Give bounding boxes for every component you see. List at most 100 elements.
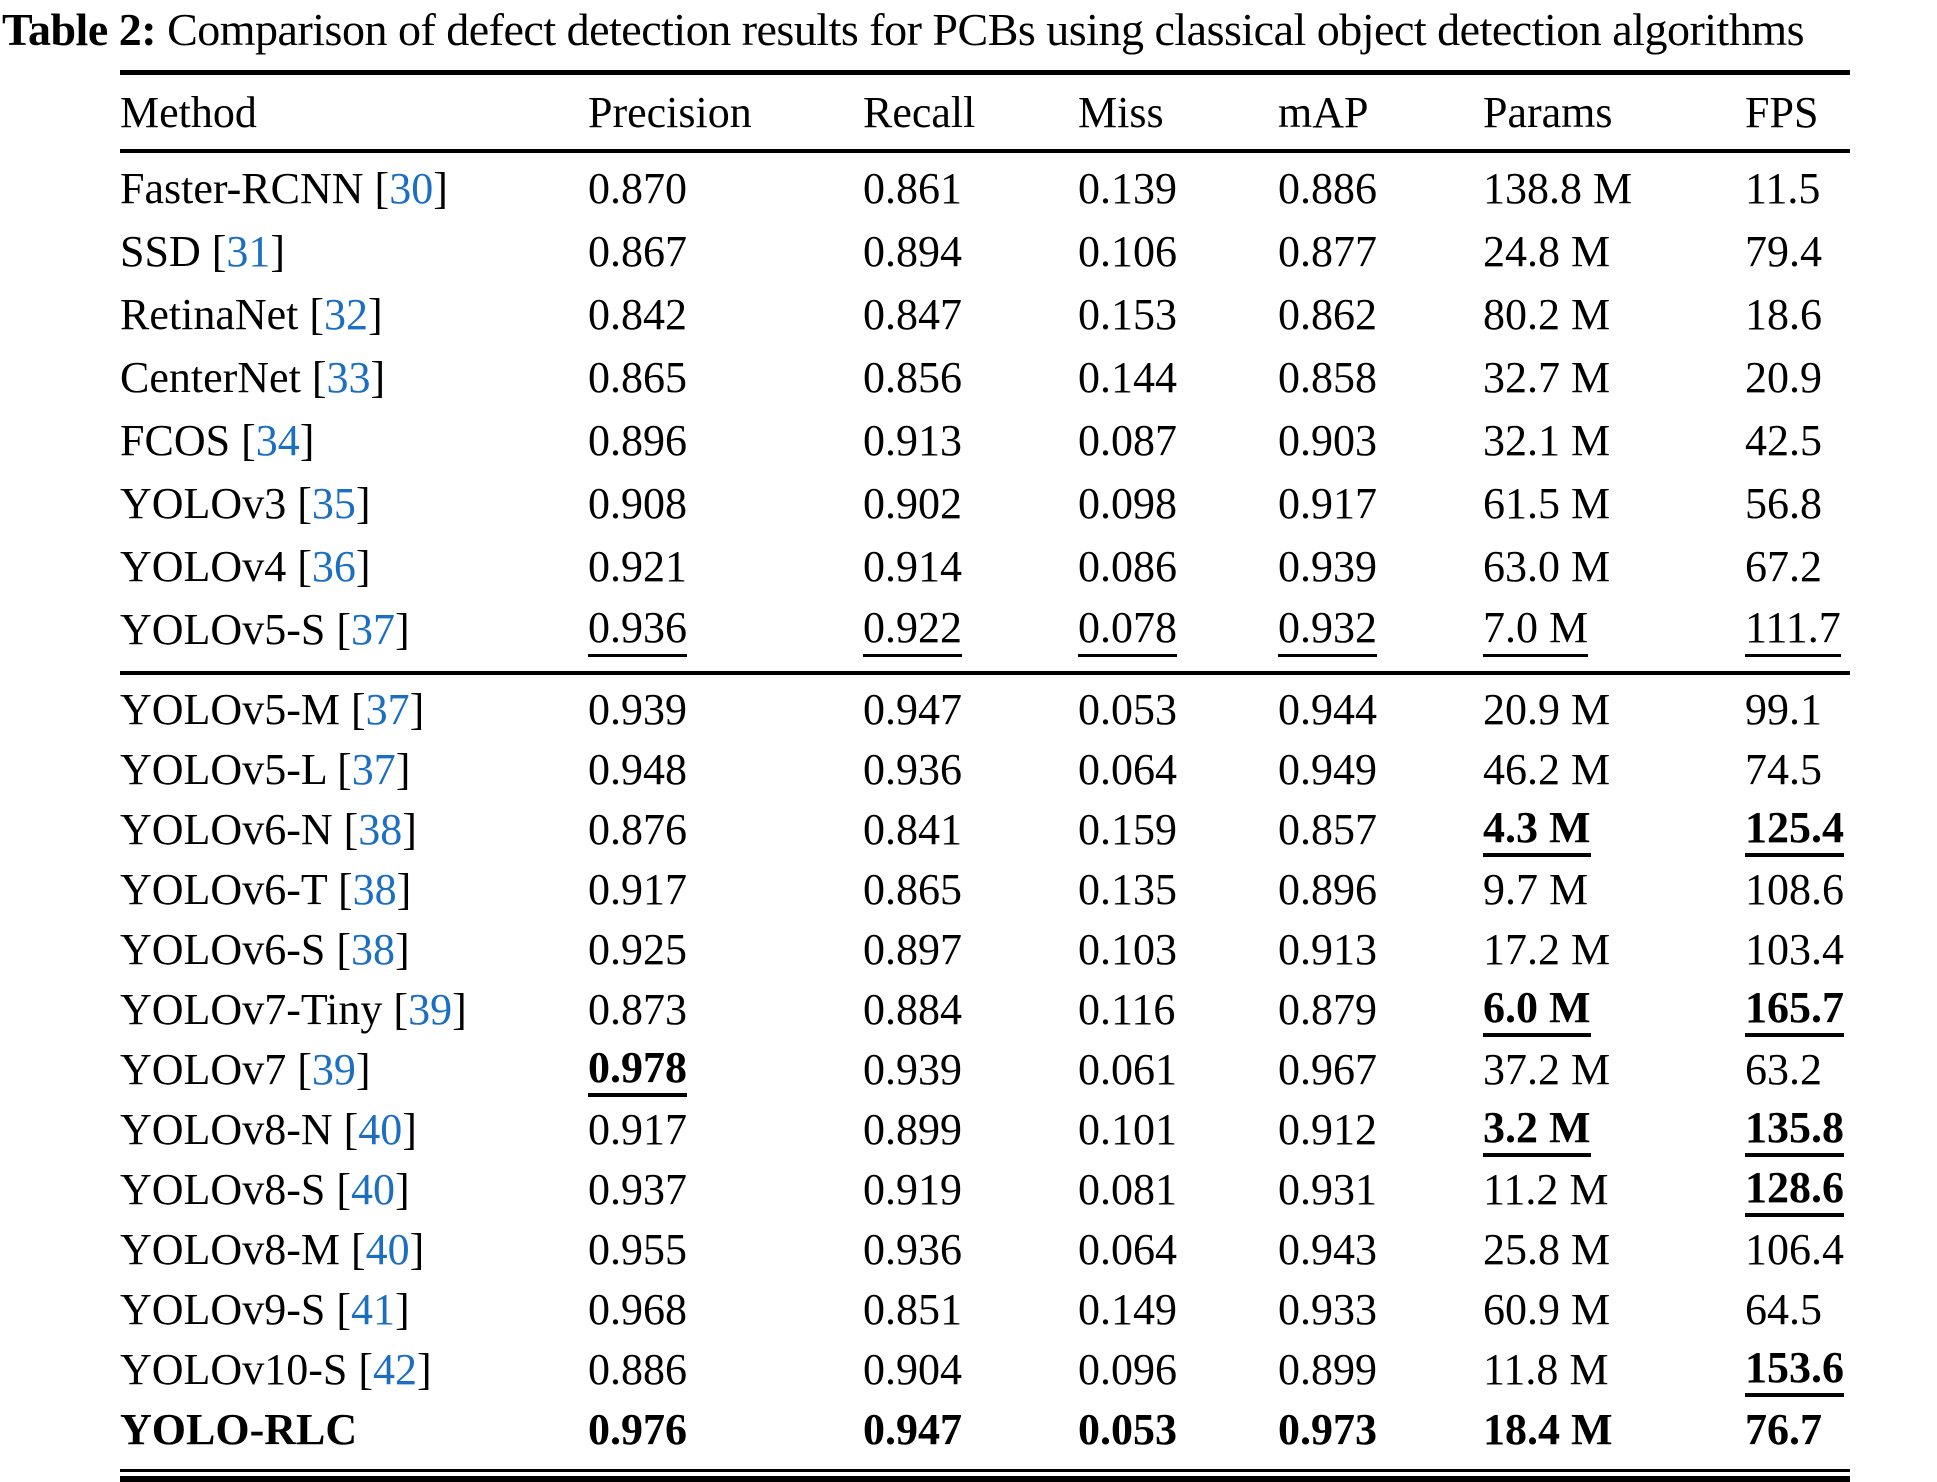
value-cell: 0.919 — [863, 1164, 962, 1214]
citation-link[interactable]: 38 — [350, 924, 395, 974]
value-cell: 111.7 — [1745, 602, 1850, 657]
column-header: Params — [1483, 87, 1613, 137]
value-cell: 0.087 — [1078, 416, 1177, 465]
citation-link[interactable]: 40 — [365, 1224, 410, 1274]
method-cell: YOLOv4 [36] — [120, 542, 371, 591]
value-cell: 0.159 — [1078, 804, 1177, 854]
method-cell: YOLOv7 [39] — [120, 1044, 371, 1094]
value-cell: 0.103 — [1078, 924, 1177, 974]
citation-link[interactable]: 36 — [311, 542, 356, 591]
citation-link[interactable]: 30 — [389, 164, 434, 213]
citation-link[interactable]: 31 — [226, 227, 271, 276]
column-header: Method — [120, 87, 257, 137]
value-cell: 0.149 — [1078, 1284, 1177, 1334]
table-row: RetinaNet [32] 0.842 0.847 0.153 0.862 80.2 M… — [120, 283, 1850, 346]
value-cell: 11.5 — [1745, 164, 1821, 213]
value-cell: 63.2 — [1745, 1044, 1822, 1094]
citation-link[interactable]: 41 — [350, 1284, 395, 1334]
citation-link[interactable]: 42 — [372, 1344, 417, 1394]
value-cell: 67.2 — [1745, 542, 1822, 591]
method-cell: CenterNet [33] — [120, 353, 386, 402]
table-row: YOLOv6-T [38] 0.917 0.865 0.135 0.896 9.7 M 10… — [120, 859, 1850, 919]
value-cell: 106.4 — [1745, 1224, 1844, 1274]
method-cell: YOLOv7-Tiny [39] — [120, 984, 467, 1034]
table-row: YOLOv5-S [37] 0.936 0.922 0.078 0.932 7.0 M 11… — [120, 598, 1850, 661]
value-cell: 0.908 — [588, 479, 687, 528]
citation-link[interactable]: 40 — [350, 1164, 395, 1214]
value-cell: 0.053 — [1078, 1404, 1177, 1454]
column-header: Recall — [863, 87, 976, 137]
value-cell: 0.101 — [1078, 1104, 1177, 1154]
value-cell: 24.8 M — [1483, 227, 1611, 276]
value-cell: 0.917 — [588, 1104, 687, 1154]
table-row: CenterNet [33] 0.865 0.856 0.144 0.858 32.7 M… — [120, 346, 1850, 409]
method-cell: Faster-RCNN [30] — [120, 164, 448, 213]
value-cell: 0.064 — [1078, 1224, 1177, 1274]
results-table: Method Precision Recall Miss mAP Params FPS Fa… — [120, 70, 1850, 1482]
citation-link[interactable]: 37 — [351, 744, 396, 794]
citation-link[interactable]: 40 — [358, 1104, 403, 1154]
value-cell: 20.9 M — [1483, 684, 1611, 734]
value-cell: 0.053 — [1078, 684, 1177, 734]
value-cell: 61.5 M — [1483, 479, 1611, 528]
value-cell: 0.144 — [1078, 353, 1177, 402]
method-cell: YOLOv8-S [40] — [120, 1164, 410, 1214]
value-cell: 7.0 M — [1483, 602, 1745, 657]
value-cell: 80.2 M — [1483, 290, 1611, 339]
value-cell: 0.078 — [1078, 602, 1278, 657]
table-row: YOLOv8-S [40] 0.937 0.919 0.081 0.931 11.2 M 1… — [120, 1159, 1850, 1219]
citation-link[interactable]: 34 — [255, 416, 300, 465]
value-cell: 0.135 — [1078, 864, 1177, 914]
header-row: Method Precision Recall Miss mAP Params FPS — [120, 75, 1850, 149]
value-cell: 0.937 — [588, 1164, 687, 1214]
citation-link[interactable]: 33 — [326, 353, 371, 402]
value-cell: 125.4 — [1745, 802, 1850, 857]
method-cell: YOLOv9-S [41] — [120, 1284, 410, 1334]
value-cell: 0.978 — [588, 1042, 863, 1097]
table-row: YOLOv4 [36] 0.921 0.914 0.086 0.939 63.0 M 67.… — [120, 535, 1850, 598]
value-cell: 0.949 — [1278, 744, 1377, 794]
value-cell: 165.7 — [1745, 982, 1850, 1037]
value-cell: 0.936 — [863, 1224, 962, 1274]
value-cell: 0.899 — [1278, 1344, 1377, 1394]
mid-rule — [120, 671, 1850, 675]
value-cell: 56.8 — [1745, 479, 1822, 528]
value-cell: 0.865 — [863, 864, 962, 914]
value-cell: 0.886 — [1278, 164, 1377, 213]
citation-link[interactable]: 32 — [324, 290, 369, 339]
value-cell: 17.2 M — [1483, 924, 1611, 974]
citation-link[interactable]: 37 — [350, 605, 395, 654]
caption-text: Comparison of defect detection results f… — [156, 4, 1805, 55]
value-cell: 18.6 — [1745, 290, 1822, 339]
citation-link[interactable]: 35 — [311, 479, 356, 528]
value-cell: 74.5 — [1745, 744, 1822, 794]
citation-link[interactable]: 38 — [358, 804, 403, 854]
value-cell: 0.947 — [863, 684, 962, 734]
value-cell: 0.896 — [588, 416, 687, 465]
citation-link[interactable]: 38 — [352, 864, 397, 914]
value-cell: 0.902 — [863, 479, 962, 528]
method-cell: YOLOv6-N [38] — [120, 804, 417, 854]
value-cell: 135.8 — [1745, 1102, 1850, 1157]
citation-link[interactable]: 39 — [408, 984, 453, 1034]
value-cell: 18.4 M — [1483, 1404, 1613, 1454]
method-cell: YOLOv6-S [38] — [120, 924, 410, 974]
method-cell: YOLOv10-S [42] — [120, 1344, 432, 1394]
value-cell: 99.1 — [1745, 684, 1822, 734]
citation-link[interactable]: 37 — [365, 684, 410, 734]
value-cell: 0.917 — [588, 864, 687, 914]
value-cell: 0.944 — [1278, 684, 1377, 734]
method-cell: YOLOv6-T [38] — [120, 864, 412, 914]
value-cell: 0.955 — [588, 1224, 687, 1274]
value-cell: 0.861 — [863, 164, 962, 213]
table-row: YOLO-RLC 0.976 0.947 0.053 0.973 18.4 M 76.7 — [120, 1399, 1850, 1459]
value-cell: 32.7 M — [1483, 353, 1611, 402]
value-cell: 0.903 — [1278, 416, 1377, 465]
citation-link[interactable]: 39 — [311, 1044, 356, 1094]
value-cell: 20.9 — [1745, 353, 1822, 402]
column-header: FPS — [1745, 87, 1819, 137]
table-row: YOLOv3 [35] 0.908 0.902 0.098 0.917 61.5 M 56.… — [120, 472, 1850, 535]
value-cell: 128.6 — [1745, 1162, 1850, 1217]
value-cell: 76.7 — [1745, 1404, 1822, 1454]
value-cell: 0.896 — [1278, 864, 1377, 914]
